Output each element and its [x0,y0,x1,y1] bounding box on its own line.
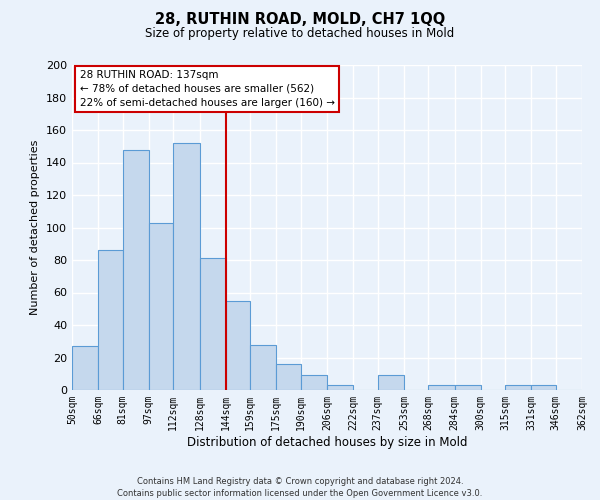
Bar [277,364,301,390]
Bar [72,346,98,390]
Text: Contains HM Land Registry data © Crown copyright and database right 2024.
Contai: Contains HM Land Registry data © Crown c… [118,476,482,498]
Bar [149,222,173,390]
Bar [532,385,556,390]
Text: Size of property relative to detached houses in Mold: Size of property relative to detached ho… [145,28,455,40]
Bar [327,385,353,390]
Bar [301,376,327,390]
Bar [455,385,481,390]
Bar [428,385,455,390]
Bar [173,143,199,390]
Text: 28, RUTHIN ROAD, MOLD, CH7 1QQ: 28, RUTHIN ROAD, MOLD, CH7 1QQ [155,12,445,28]
Bar [226,300,250,390]
Bar [98,250,122,390]
Bar [505,385,532,390]
Text: 28 RUTHIN ROAD: 137sqm
← 78% of detached houses are smaller (562)
22% of semi-de: 28 RUTHIN ROAD: 137sqm ← 78% of detached… [80,70,335,108]
Bar [250,344,277,390]
X-axis label: Distribution of detached houses by size in Mold: Distribution of detached houses by size … [187,436,467,448]
Bar [122,150,149,390]
Y-axis label: Number of detached properties: Number of detached properties [31,140,40,315]
Bar [199,258,226,390]
Bar [377,376,404,390]
